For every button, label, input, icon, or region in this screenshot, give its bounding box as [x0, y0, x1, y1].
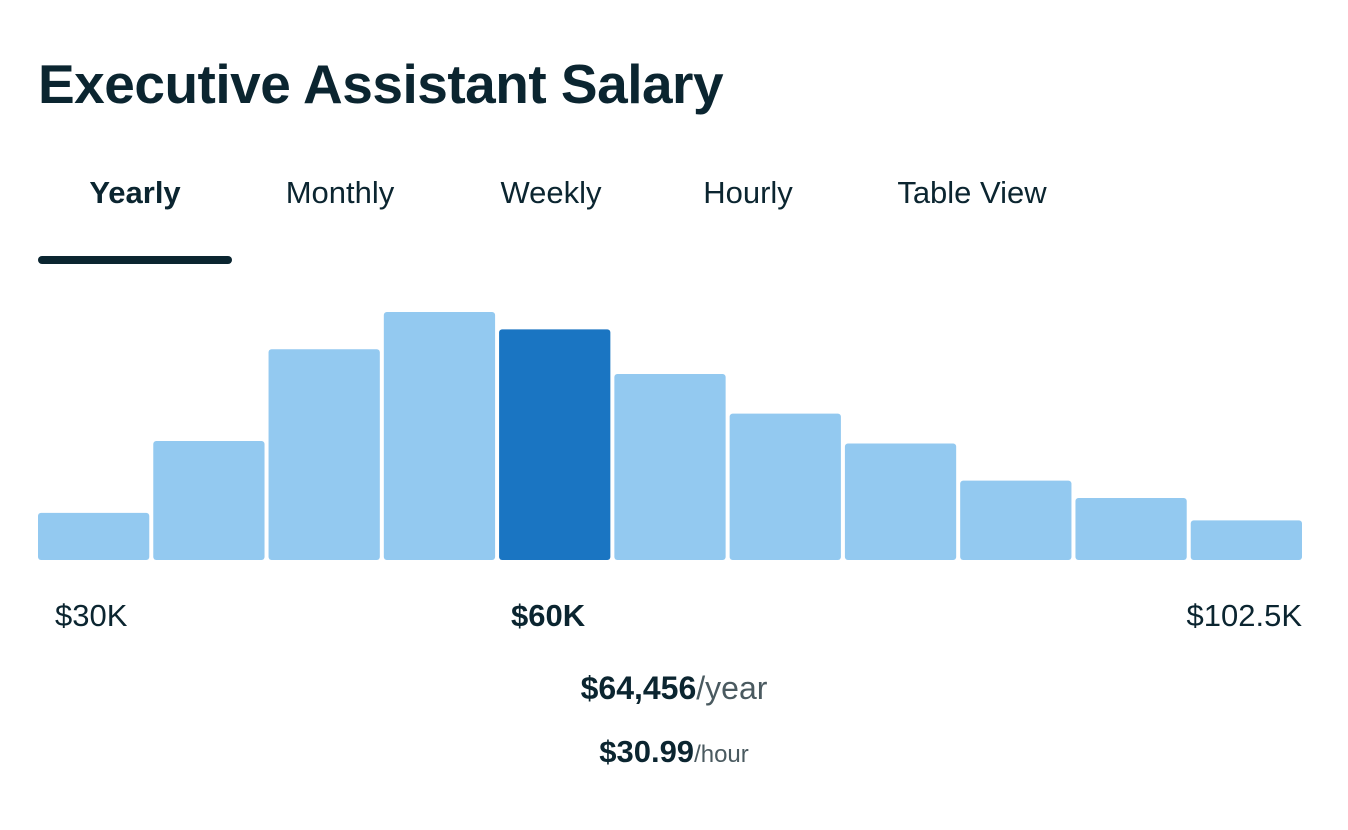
x-label-max: $102.5K [1186, 598, 1303, 633]
histogram-bar[interactable] [383, 312, 496, 560]
histogram-bar[interactable] [38, 512, 150, 560]
salary-histogram [38, 312, 1302, 560]
histogram-bar[interactable] [729, 413, 841, 560]
histogram-bar-highlight[interactable] [499, 329, 611, 560]
histogram-bar[interactable] [268, 349, 380, 560]
tab-monthly[interactable]: Monthly [285, 175, 395, 210]
tab-yearly[interactable]: Yearly [89, 175, 181, 210]
hourly-salary-unit: /hour [694, 741, 749, 768]
tab-hourly[interactable]: Hourly [703, 175, 793, 210]
hourly-salary-amount: $30.99 [599, 734, 695, 769]
histogram-bar[interactable] [1190, 520, 1302, 560]
yearly-salary-amount: $64,456 [580, 670, 697, 706]
hourly-salary-summary: $30.99/hour [0, 732, 1348, 775]
histogram-bar[interactable] [1075, 498, 1187, 560]
tab-weekly[interactable]: Weekly [500, 175, 602, 210]
histogram-bar[interactable] [153, 440, 265, 560]
yearly-salary-unit: /year [696, 670, 768, 706]
histogram-bar[interactable] [960, 480, 1072, 560]
tab-table-view[interactable]: Table View [897, 175, 1047, 210]
active-tab-indicator [38, 256, 232, 264]
period-tabs: Yearly Monthly Weekly Hourly Table View [38, 160, 1138, 266]
histogram-bar[interactable] [614, 374, 726, 560]
x-label-median: $60K [511, 598, 586, 633]
histogram-bar[interactable] [844, 443, 957, 560]
yearly-salary-summary: $64,456/year [0, 666, 1348, 710]
x-label-min: $30K [55, 598, 128, 633]
page-title: Executive Assistant Salary [38, 53, 724, 115]
